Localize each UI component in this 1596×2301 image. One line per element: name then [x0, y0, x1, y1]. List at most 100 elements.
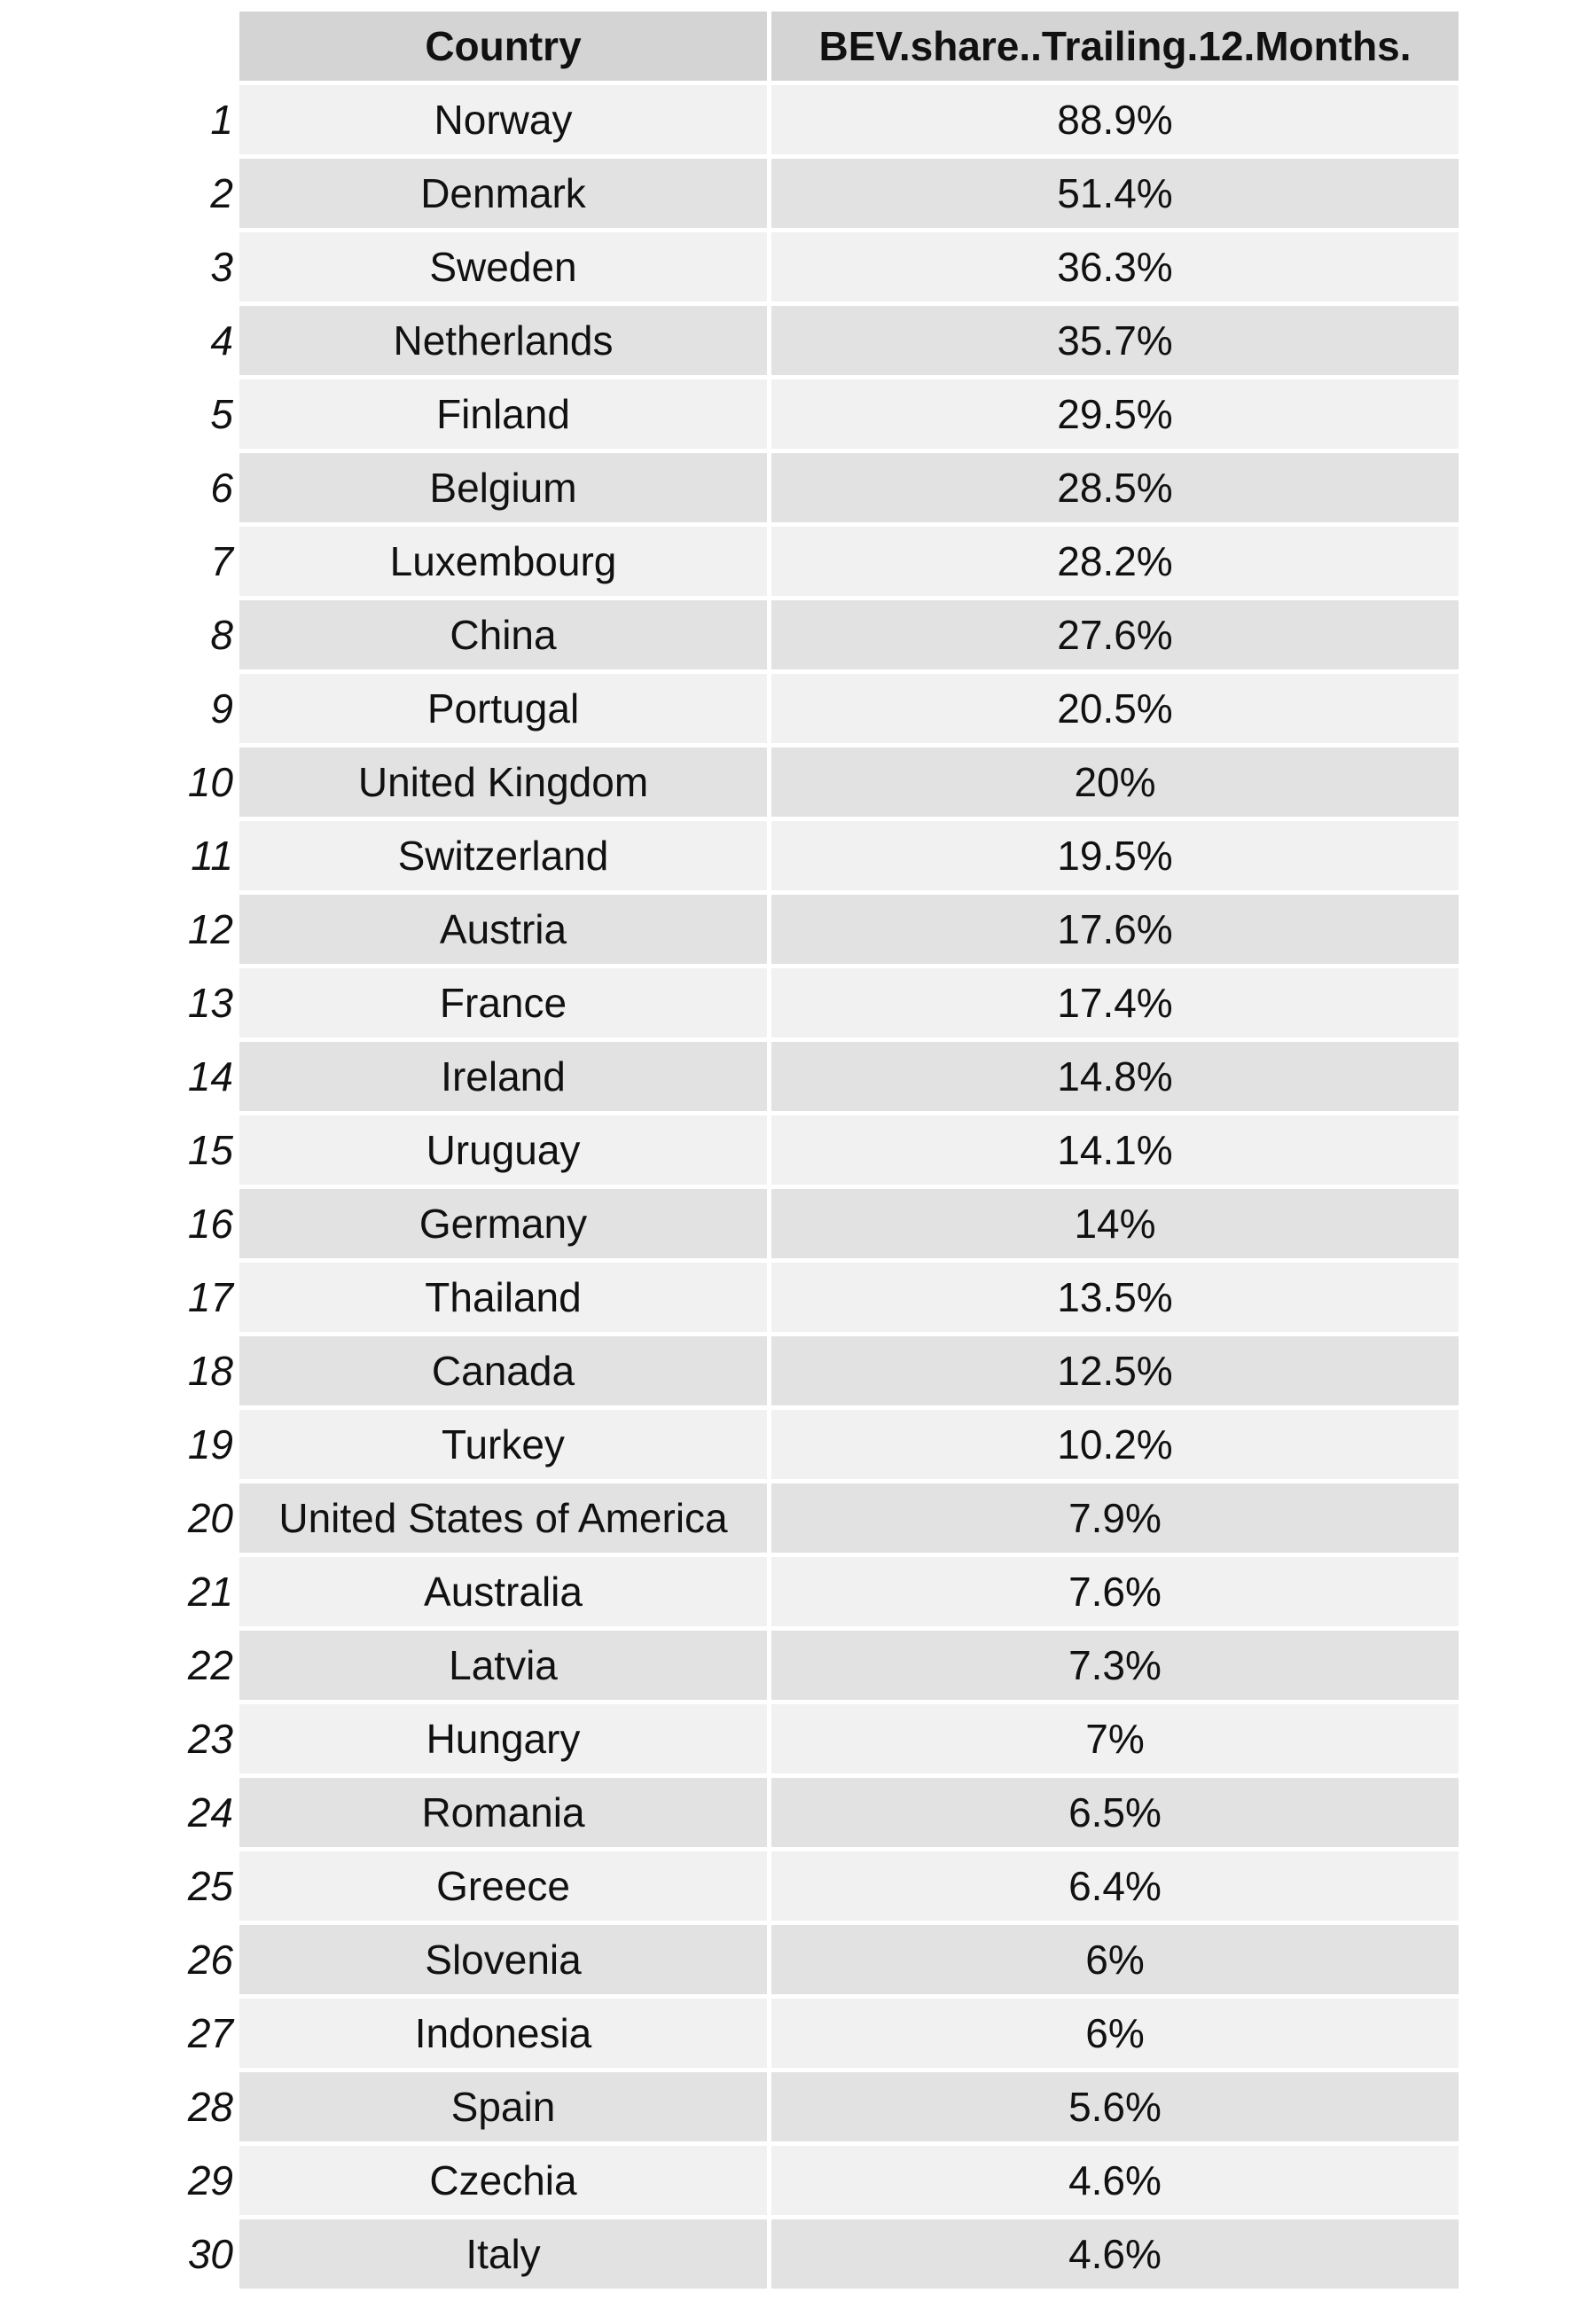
row-rank: 29 — [187, 2157, 233, 2203]
table-row: 27 Indonesia 6% — [182, 1999, 1459, 2068]
country-cell: Germany — [239, 1189, 767, 1258]
bev-share-cell: 4.6% — [771, 2219, 1459, 2289]
country-cell: Ireland — [239, 1042, 767, 1111]
table-row: 6 Belgium 28.5% — [182, 453, 1459, 522]
country-cell: China — [239, 600, 767, 669]
table-header: Country BEV.share..Trailing.12.Months. — [182, 12, 1459, 81]
bev-share-cell: 17.4% — [771, 968, 1459, 1037]
country-cell: Austria — [239, 895, 767, 964]
table-row: 18 Canada 12.5% — [182, 1336, 1459, 1405]
bev-share-cell: 17.6% — [771, 895, 1459, 964]
table-row: 15 Uruguay 14.1% — [182, 1115, 1459, 1185]
country-cell: United States of America — [239, 1483, 767, 1553]
table-row: 4 Netherlands 35.7% — [182, 306, 1459, 375]
row-rank: 7 — [210, 538, 233, 584]
row-rank: 13 — [187, 980, 233, 1026]
row-rank: 2 — [210, 170, 233, 216]
bev-share-cell: 14% — [771, 1189, 1459, 1258]
country-cell: Finland — [239, 380, 767, 449]
bev-share-cell: 28.5% — [771, 453, 1459, 522]
rank-column-header — [182, 12, 235, 81]
bev-share-cell: 7.9% — [771, 1483, 1459, 1553]
table-row: 8 China 27.6% — [182, 600, 1459, 669]
country-cell: Indonesia — [239, 1999, 767, 2068]
country-cell: Czechia — [239, 2146, 767, 2215]
bev-share-cell: 5.6% — [771, 2072, 1459, 2141]
country-cell: United Kingdom — [239, 747, 767, 817]
bev-share-cell: 27.6% — [771, 600, 1459, 669]
country-cell: Belgium — [239, 453, 767, 522]
row-rank: 17 — [187, 1274, 233, 1320]
table-row: 21 Australia 7.6% — [182, 1557, 1459, 1626]
bev-share-cell: 10.2% — [771, 1410, 1459, 1479]
row-rank: 19 — [187, 1421, 233, 1467]
row-rank: 30 — [187, 2231, 233, 2277]
country-cell: Switzerland — [239, 821, 767, 890]
table-body: 1 Norway 88.9% 2 Denmark 51.4% 3 Sweden 36.3% 4 Ne… — [182, 85, 1459, 2289]
bev-share-cell: 6% — [771, 1999, 1459, 2068]
bev-share-cell: 28.2% — [771, 527, 1459, 596]
row-rank: 23 — [187, 1716, 233, 1762]
row-rank: 8 — [210, 612, 233, 658]
country-cell: Spain — [239, 2072, 767, 2141]
table-row: 17 Thailand 13.5% — [182, 1263, 1459, 1332]
bev-share-cell: 7% — [771, 1704, 1459, 1773]
bev-share-cell: 88.9% — [771, 85, 1459, 154]
country-cell: Portugal — [239, 674, 767, 743]
row-rank: 3 — [210, 244, 233, 290]
row-rank: 25 — [187, 1863, 233, 1909]
table-row: 12 Austria 17.6% — [182, 895, 1459, 964]
country-cell: Latvia — [239, 1631, 767, 1700]
country-cell: Thailand — [239, 1263, 767, 1332]
bev-share-cell: 29.5% — [771, 380, 1459, 449]
table-row: 28 Spain 5.6% — [182, 2072, 1459, 2141]
table-row: 29 Czechia 4.6% — [182, 2146, 1459, 2215]
table-row: 1 Norway 88.9% — [182, 85, 1459, 154]
country-cell: Slovenia — [239, 1925, 767, 1994]
bev-share-cell: 6.4% — [771, 1851, 1459, 1921]
table-row: 19 Turkey 10.2% — [182, 1410, 1459, 1479]
country-cell: Italy — [239, 2219, 767, 2289]
row-rank: 21 — [187, 1569, 233, 1615]
row-rank: 26 — [187, 1937, 233, 1983]
bev-share-cell: 20% — [771, 747, 1459, 817]
row-rank: 16 — [187, 1201, 233, 1247]
country-cell: Australia — [239, 1557, 767, 1626]
country-column-header: Country — [239, 12, 767, 81]
row-rank: 10 — [187, 759, 233, 805]
bev-share-cell: 51.4% — [771, 159, 1459, 228]
country-cell: Turkey — [239, 1410, 767, 1479]
table-row: 20 United States of America 7.9% — [182, 1483, 1459, 1553]
row-rank: 11 — [191, 833, 233, 879]
country-cell: Sweden — [239, 232, 767, 301]
data-table-container: Country BEV.share..Trailing.12.Months. 1… — [177, 7, 1463, 2293]
table-row: 2 Denmark 51.4% — [182, 159, 1459, 228]
row-rank: 18 — [187, 1348, 233, 1394]
table-row: 10 United Kingdom 20% — [182, 747, 1459, 817]
country-cell: Uruguay — [239, 1115, 767, 1185]
bev-share-cell: 4.6% — [771, 2146, 1459, 2215]
row-rank: 28 — [187, 2084, 233, 2130]
country-cell: Netherlands — [239, 306, 767, 375]
bev-share-cell: 36.3% — [771, 232, 1459, 301]
table-row: 24 Romania 6.5% — [182, 1778, 1459, 1847]
row-rank: 9 — [210, 685, 233, 732]
bev-share-cell: 7.6% — [771, 1557, 1459, 1626]
bev-share-cell: 19.5% — [771, 821, 1459, 890]
table-row: 25 Greece 6.4% — [182, 1851, 1459, 1921]
row-rank: 5 — [210, 391, 233, 437]
bev-share-cell: 14.8% — [771, 1042, 1459, 1111]
table-row: 14 Ireland 14.8% — [182, 1042, 1459, 1111]
bev-share-cell: 12.5% — [771, 1336, 1459, 1405]
country-cell: Luxembourg — [239, 527, 767, 596]
row-rank: 24 — [187, 1789, 233, 1835]
table-row: 9 Portugal 20.5% — [182, 674, 1459, 743]
bev-share-table: Country BEV.share..Trailing.12.Months. 1… — [177, 7, 1463, 2293]
row-rank: 1 — [210, 97, 233, 143]
country-cell: Romania — [239, 1778, 767, 1847]
table-row: 7 Luxembourg 28.2% — [182, 527, 1459, 596]
bev-share-cell: 6.5% — [771, 1778, 1459, 1847]
header-row: Country BEV.share..Trailing.12.Months. — [182, 12, 1459, 81]
row-rank: 4 — [210, 317, 233, 364]
table-row: 23 Hungary 7% — [182, 1704, 1459, 1773]
